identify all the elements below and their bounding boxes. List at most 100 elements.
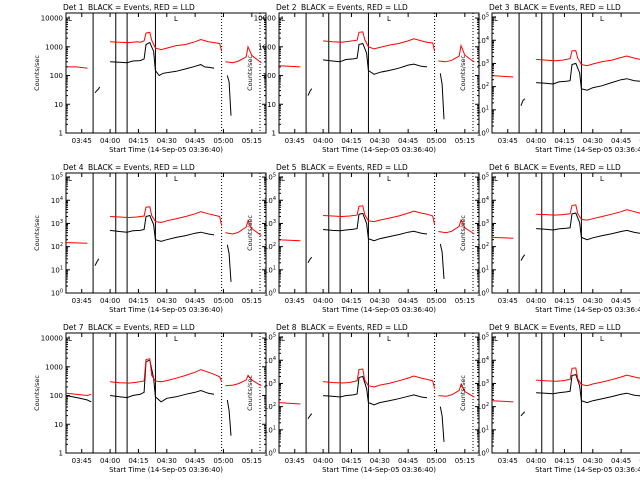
series-line-lld [536, 204, 640, 221]
x-tick-label: 04:15 [128, 457, 148, 465]
panel-subtitle: BLACK = Events, RED = LLD [88, 323, 195, 332]
y-tick-label: 10000 [41, 15, 63, 23]
y-axis-label: Counts/sec [246, 375, 254, 411]
x-tick-label: 05:00 [213, 137, 233, 145]
series-line-events [110, 214, 215, 242]
series-line-lld [225, 374, 262, 387]
x-tick-label: 04:45 [185, 457, 205, 465]
series-line-events [536, 212, 640, 241]
x-tick-label: 04:45 [185, 137, 205, 145]
x-tick-label: 04:00 [526, 137, 546, 145]
x-tick-label: 04:30 [157, 297, 177, 305]
series-line-events [307, 256, 313, 264]
y-tick-label: 10000 [254, 15, 276, 23]
series-line-lld [225, 219, 262, 236]
x-tick-label: 03:45 [72, 297, 92, 305]
panel-det-2: 1 10 100 1000 10000 03:45 04:00 04:15 04:30 04:45… [246, 3, 480, 154]
x-tick-label: 05:00 [213, 297, 233, 305]
x-tick-label: 05:00 [426, 457, 446, 465]
y-tick-label: 101 [51, 265, 63, 274]
y-tick-label: 103 [477, 219, 489, 228]
x-tick-label: 04:00 [100, 137, 120, 145]
x-tick-label: 04:30 [370, 297, 390, 305]
y-tick-label: 102 [477, 242, 489, 251]
series-line-lld [491, 400, 514, 403]
x-axis-label: Start Time (14-Sep-05 03:36:40) [109, 146, 223, 154]
panel-det-9: 100 101 102 103 104 105 03:45 04:00 04:15 04:30 04… [459, 323, 640, 474]
panel-subtitle: BLACK = Events, RED = LLD [301, 323, 408, 332]
x-tick-label: 04:00 [313, 297, 333, 305]
x-tick-label: 04:00 [313, 137, 333, 145]
y-tick-label: 103 [477, 379, 489, 388]
y-axis-label: Counts/sec [33, 55, 41, 91]
y-tick-label: 10 [54, 101, 63, 109]
series-line-events [520, 98, 526, 106]
panel-title: Det 4 [63, 163, 84, 172]
x-axis-label: Start Time (14-Sep-05 03:36:40) [109, 466, 223, 474]
x-tick-label: 04:15 [341, 297, 361, 305]
x-tick-label: 05:00 [426, 137, 446, 145]
series-line-lld [66, 66, 88, 69]
marker-label: L [174, 15, 178, 23]
x-tick-label: 05:15 [242, 137, 262, 145]
x-tick-label: 04:00 [313, 457, 333, 465]
marker-label: L [494, 15, 498, 23]
x-axis-label: Start Time (14-Sep-05 03:36:40) [535, 466, 640, 474]
series-line-events [110, 41, 215, 77]
y-tick-label: 100 [264, 449, 276, 458]
y-tick-label: 1000 [45, 43, 63, 51]
plot-frame [491, 332, 640, 454]
panel-subtitle: BLACK = Events, RED = LLD [88, 3, 195, 12]
plot-frame [491, 172, 640, 294]
y-tick-label: 101 [264, 425, 276, 434]
y-tick-label: 101 [477, 425, 489, 434]
panel-det-7: 1 10 100 1000 10000 03:45 04:00 04:15 04:30 04:45… [33, 323, 267, 474]
y-tick-label: 105 [477, 13, 489, 22]
marker-label: L [387, 15, 391, 23]
series-line-lld [491, 236, 514, 239]
marker-label: L [281, 175, 285, 183]
x-tick-label: 04:30 [370, 137, 390, 145]
series-line-lld [536, 50, 640, 67]
x-tick-label: 04:15 [341, 137, 361, 145]
x-tick-label: 05:15 [455, 297, 475, 305]
x-tick-label: 04:15 [341, 457, 361, 465]
y-tick-label: 100 [477, 449, 489, 458]
y-tick-label: 1 [272, 130, 276, 138]
panel-title: Det 5 [276, 163, 297, 172]
x-tick-label: 04:45 [611, 137, 631, 145]
panel-title: Det 6 [489, 163, 510, 172]
y-tick-label: 102 [477, 82, 489, 91]
x-tick-label: 03:45 [498, 297, 518, 305]
plot-frame [278, 332, 480, 454]
x-tick-label: 05:15 [455, 137, 475, 145]
series-line-events [520, 411, 526, 417]
series-line-lld [323, 368, 436, 389]
x-tick-label: 04:30 [583, 297, 603, 305]
y-tick-label: 1 [59, 130, 63, 138]
series-line-events [226, 244, 232, 282]
series-line-events [226, 75, 232, 116]
y-tick-label: 10000 [41, 335, 63, 343]
plot-frame [491, 12, 640, 134]
series-line-events [110, 359, 215, 403]
x-tick-label: 04:45 [611, 457, 631, 465]
series-line-lld [65, 242, 88, 244]
y-tick-label: 101 [477, 105, 489, 114]
series-line-lld [278, 402, 301, 405]
panel-title: Det 9 [489, 323, 510, 332]
series-line-lld [438, 383, 475, 398]
series-line-lld [438, 218, 475, 235]
x-tick-label: 05:15 [242, 297, 262, 305]
panel-subtitle: BLACK = Events, RED = LLD [514, 163, 621, 172]
series-line-events [520, 254, 526, 261]
series-line-events [323, 375, 428, 406]
plot-frame [278, 172, 480, 294]
series-line-events [323, 42, 428, 75]
marker-label: L [387, 175, 391, 183]
marker-label: L [600, 15, 604, 23]
panel-det-8: 100 101 102 103 104 105 03:45 04:00 04:15 04:30 04… [246, 323, 480, 474]
panel-det-4: 100 101 102 103 104 105 03:45 04:00 04:15 04:30 04… [33, 163, 267, 314]
